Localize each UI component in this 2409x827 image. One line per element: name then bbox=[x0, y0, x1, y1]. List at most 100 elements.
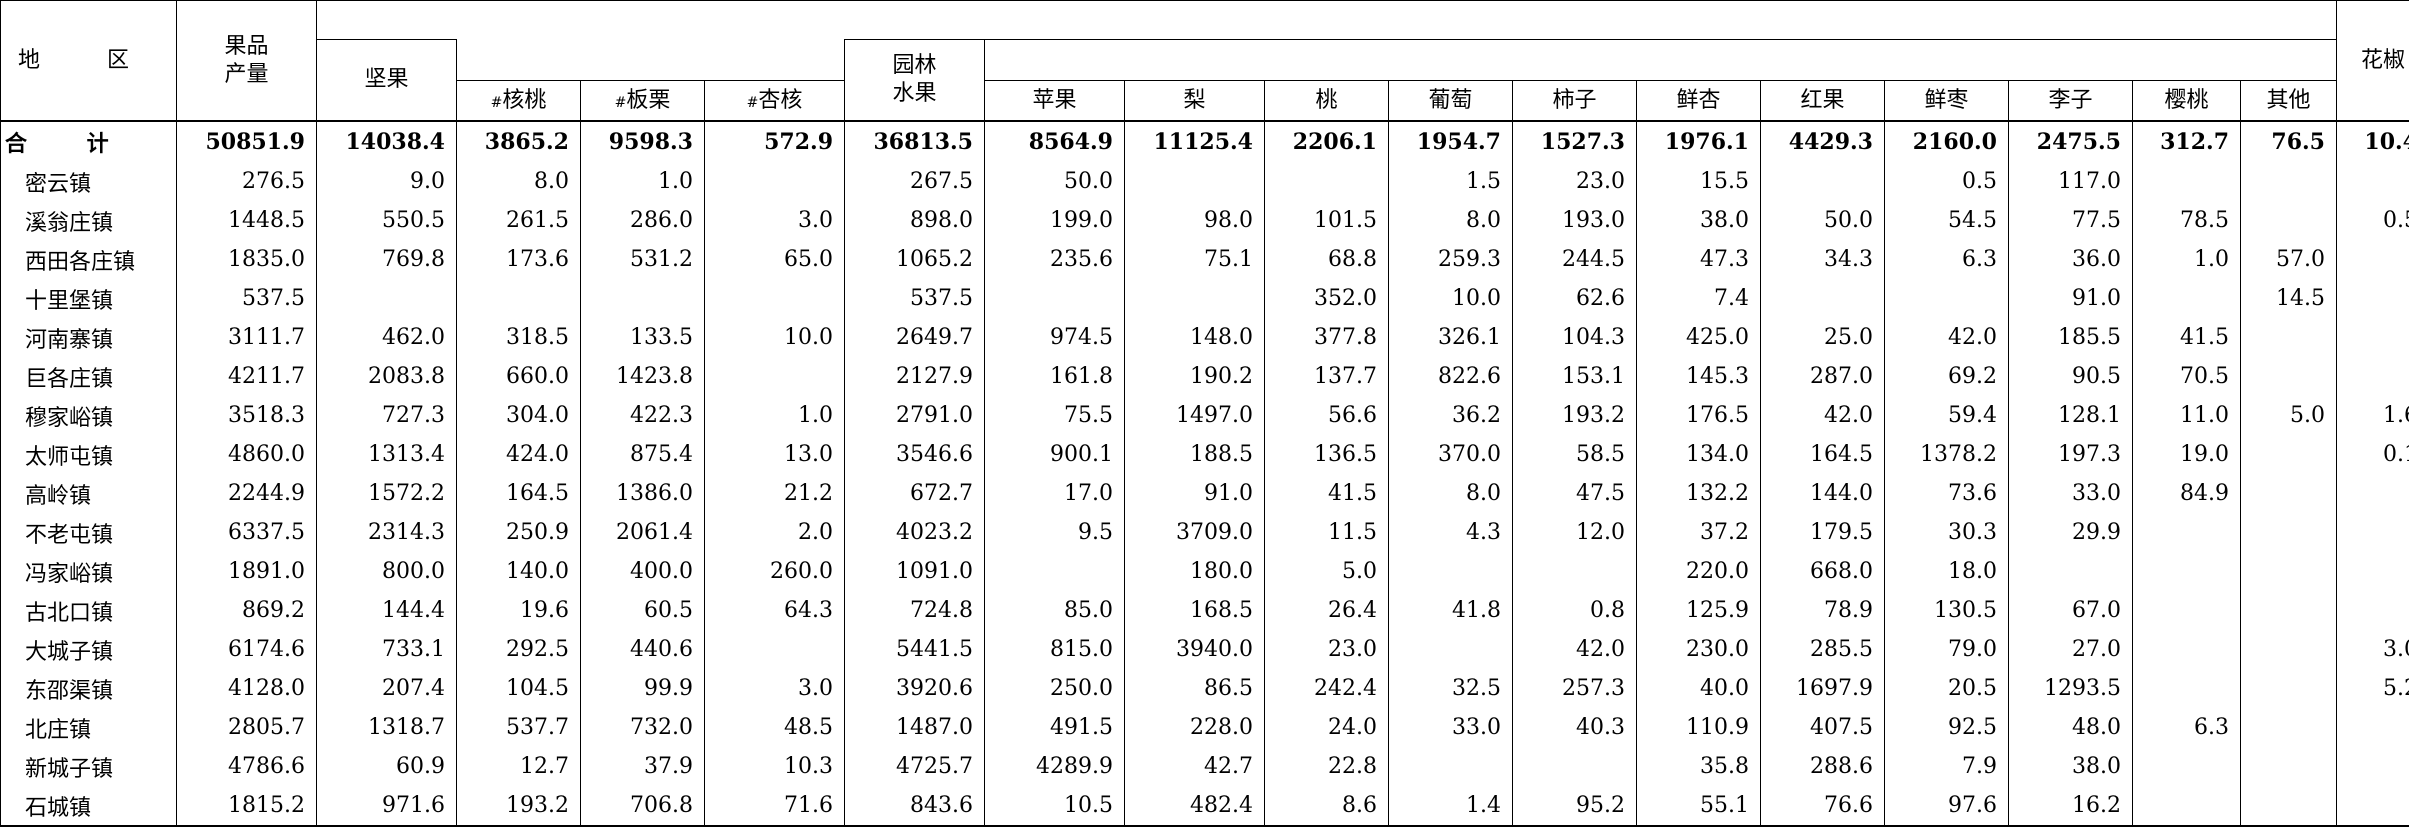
header-fresh-jujube: 鲜枣 bbox=[1885, 81, 2009, 122]
value-cell: 67.0 bbox=[2009, 591, 2133, 630]
value-cell: 287.0 bbox=[1761, 357, 1885, 396]
value-cell: 0.1 bbox=[2337, 435, 2409, 474]
value-cell: 267.5 bbox=[845, 162, 985, 201]
value-cell bbox=[2009, 552, 2133, 591]
value-cell: 250.0 bbox=[985, 669, 1125, 708]
region-cell: 石城镇 bbox=[1, 786, 177, 826]
value-cell: 440.6 bbox=[581, 630, 705, 669]
value-cell: 48.0 bbox=[2009, 708, 2133, 747]
value-cell: 40.0 bbox=[1637, 669, 1761, 708]
header-plum: 李子 bbox=[2009, 81, 2133, 122]
value-cell: 4429.3 bbox=[1761, 121, 1885, 162]
value-cell: 42.0 bbox=[1761, 396, 1885, 435]
value-cell: 60.9 bbox=[317, 747, 457, 786]
value-cell: 422.3 bbox=[581, 396, 705, 435]
value-cell: 199.0 bbox=[985, 201, 1125, 240]
value-cell: 41.8 bbox=[1389, 591, 1513, 630]
value-cell: 2314.3 bbox=[317, 513, 457, 552]
value-cell: 32.5 bbox=[1389, 669, 1513, 708]
region-cell: 北庄镇 bbox=[1, 708, 177, 747]
value-cell: 11.0 bbox=[2133, 396, 2241, 435]
region-cell: 冯家峪镇 bbox=[1, 552, 177, 591]
region-cell: 东邵渠镇 bbox=[1, 669, 177, 708]
value-cell: 672.7 bbox=[845, 474, 985, 513]
value-cell: 974.5 bbox=[985, 318, 1125, 357]
value-cell: 104.3 bbox=[1513, 318, 1637, 357]
value-cell: 207.4 bbox=[317, 669, 457, 708]
value-cell: 3.0 bbox=[705, 669, 845, 708]
header-other: 其他 bbox=[2241, 81, 2337, 122]
header-apricot-kernel: #杏核 bbox=[705, 81, 845, 122]
value-cell: 235.6 bbox=[985, 240, 1125, 279]
value-cell: 259.3 bbox=[1389, 240, 1513, 279]
value-cell bbox=[2241, 162, 2337, 201]
value-cell: 37.9 bbox=[581, 747, 705, 786]
value-cell: 276.5 bbox=[177, 162, 317, 201]
value-cell: 16.2 bbox=[2009, 786, 2133, 826]
value-cell bbox=[2241, 201, 2337, 240]
value-cell: 706.8 bbox=[581, 786, 705, 826]
header-garden-fruit: 园林 水果 bbox=[845, 40, 985, 122]
value-cell: 318.5 bbox=[457, 318, 581, 357]
value-cell: 3518.3 bbox=[177, 396, 317, 435]
value-cell: 164.5 bbox=[457, 474, 581, 513]
value-cell bbox=[2337, 240, 2409, 279]
value-cell: 1448.5 bbox=[177, 201, 317, 240]
region-cell: 古北口镇 bbox=[1, 591, 177, 630]
value-cell: 1527.3 bbox=[1513, 121, 1637, 162]
value-cell: 41.5 bbox=[2133, 318, 2241, 357]
value-cell bbox=[1761, 279, 1885, 318]
value-cell: 35.8 bbox=[1637, 747, 1761, 786]
value-cell: 875.4 bbox=[581, 435, 705, 474]
value-cell: 17.0 bbox=[985, 474, 1125, 513]
region-cell: 合 计 bbox=[1, 121, 177, 162]
value-cell: 286.0 bbox=[581, 201, 705, 240]
value-cell: 76.6 bbox=[1761, 786, 1885, 826]
value-cell: 65.0 bbox=[705, 240, 845, 279]
value-cell: 9598.3 bbox=[581, 121, 705, 162]
value-cell: 250.9 bbox=[457, 513, 581, 552]
value-cell: 482.4 bbox=[1125, 786, 1265, 826]
value-cell bbox=[2337, 708, 2409, 747]
value-cell: 58.5 bbox=[1513, 435, 1637, 474]
value-cell: 4289.9 bbox=[985, 747, 1125, 786]
value-cell: 84.9 bbox=[2133, 474, 2241, 513]
header-garden-sub-band bbox=[985, 40, 2337, 81]
value-cell: 769.8 bbox=[317, 240, 457, 279]
region-cell: 太师屯镇 bbox=[1, 435, 177, 474]
value-cell bbox=[705, 279, 845, 318]
region-cell: 穆家峪镇 bbox=[1, 396, 177, 435]
value-cell: 132.2 bbox=[1637, 474, 1761, 513]
value-cell: 193.0 bbox=[1513, 201, 1637, 240]
value-cell: 6.3 bbox=[2133, 708, 2241, 747]
value-cell: 10.0 bbox=[705, 318, 845, 357]
value-cell: 8.0 bbox=[1389, 201, 1513, 240]
chestnut-label: 板栗 bbox=[626, 88, 670, 113]
value-cell bbox=[2337, 747, 2409, 786]
value-cell: 64.3 bbox=[705, 591, 845, 630]
value-cell: 1.4 bbox=[1389, 786, 1513, 826]
value-cell: 1091.0 bbox=[845, 552, 985, 591]
value-cell: 242.4 bbox=[1265, 669, 1389, 708]
value-cell: 531.2 bbox=[581, 240, 705, 279]
value-cell: 68.8 bbox=[1265, 240, 1389, 279]
value-cell bbox=[2337, 552, 2409, 591]
value-cell: 193.2 bbox=[1513, 396, 1637, 435]
value-cell: 90.5 bbox=[2009, 357, 2133, 396]
value-cell bbox=[2337, 474, 2409, 513]
header-peach: 桃 bbox=[1265, 81, 1389, 122]
value-cell bbox=[2241, 435, 2337, 474]
value-cell: 8.0 bbox=[1389, 474, 1513, 513]
value-cell: 56.6 bbox=[1265, 396, 1389, 435]
apricot-kernel-label: 杏核 bbox=[758, 88, 802, 113]
value-cell: 145.3 bbox=[1637, 357, 1761, 396]
value-cell bbox=[2337, 591, 2409, 630]
value-cell: 8.6 bbox=[1265, 786, 1389, 826]
value-cell: 1.6 bbox=[2337, 396, 2409, 435]
value-cell: 1386.0 bbox=[581, 474, 705, 513]
value-cell: 727.3 bbox=[317, 396, 457, 435]
